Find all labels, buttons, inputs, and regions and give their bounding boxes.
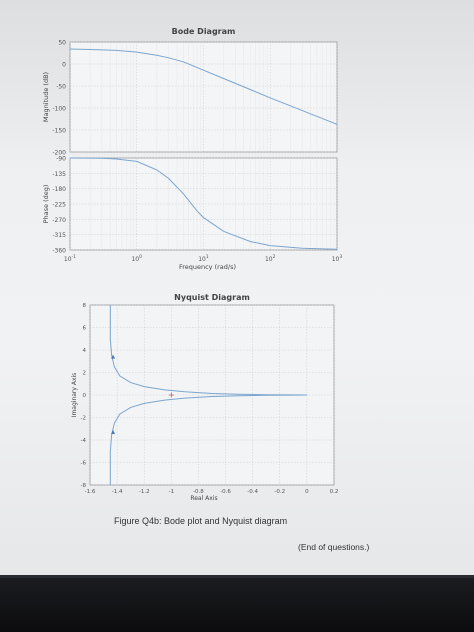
nyquist-ylabel: Imaginary Axis	[71, 373, 78, 418]
nyquist-ytick-label: -8	[81, 483, 87, 489]
bode-series-2-line	[69, 157, 338, 250]
bode-ytick-label: -150	[52, 128, 66, 135]
bode-ylabel: Magnitude (dB)	[42, 72, 50, 122]
bode-xtick-label: 101	[198, 254, 209, 263]
bode-ytick-label: 0	[62, 62, 66, 69]
nyquist-ytick-label: 4	[83, 348, 87, 354]
nyquist-ytick-label: 8	[83, 303, 87, 309]
bode-ytick-label: -90	[56, 156, 66, 163]
nyquist-diagram: Nyquist Diagram -1.6 -1.4 -1.2 -1 -0.8 -0.6 -0.…	[71, 293, 339, 502]
nyquist-xtick-label: -1	[169, 489, 174, 495]
nyquist-xtick-label: -0.8	[193, 489, 204, 495]
bode-ytick-label: -315	[52, 232, 66, 239]
nyquist-ytick-label: 2	[83, 371, 87, 377]
bode-xtick-label: 103	[332, 254, 343, 263]
bode-ytick-label: -135	[52, 171, 66, 178]
nyquist-direction-arrow-upper	[111, 354, 116, 359]
bode-ytick-label: -50	[56, 84, 66, 91]
bode-ytick-label: -180	[52, 186, 66, 193]
nyquist-xtick-label: -1.4	[112, 489, 123, 495]
nyquist-xtick-label: -1.6	[85, 489, 96, 495]
bode-ytick-label: -360	[52, 248, 66, 255]
monitor-bezel	[0, 578, 474, 632]
bode-ytick-label: -100	[52, 106, 66, 113]
nyquist-xtick-label: 0.2	[330, 489, 339, 495]
nyquist-ytick-label: -2	[81, 416, 86, 422]
nyquist-ytick-label: -6	[81, 461, 87, 467]
nyquist-xtick-label: -0.6	[220, 489, 231, 495]
bode-ytick-label: -270	[52, 217, 66, 224]
bode-diagram: Bode Diagram 50 0 -50 -100 -150 -200 Magnitude …	[42, 27, 343, 271]
nyquist-xtick-label: -0.2	[274, 489, 285, 495]
bode-ytick-label: 50	[58, 40, 66, 47]
nyquist-direction-arrow-lower	[111, 430, 116, 434]
figure-caption: Figure Q4b: Bode plot and Nyquist diagra…	[114, 516, 288, 526]
nyquist-ytick-label: -4	[81, 438, 87, 444]
end-note: (End of questions.)	[298, 542, 370, 552]
bode-ytick-label: -225	[52, 202, 66, 209]
bode-ylabel: Phase (deg)	[42, 185, 50, 224]
screen-edge	[0, 575, 474, 580]
bode-ytick-label: -200	[52, 150, 66, 157]
bode-xtick-label: 10-1	[64, 254, 76, 263]
nyquist-xlabel: Real Axis	[190, 495, 217, 502]
bode-xlabel: Frequency (rad/s)	[179, 263, 236, 271]
nyquist-ytick-label: 0	[83, 393, 87, 399]
bode-xtick-label: 100	[131, 254, 142, 263]
nyquist-ytick-label: 6	[83, 326, 87, 332]
nyquist-xtick-label: -1.2	[139, 489, 150, 495]
bode-title: Bode Diagram	[172, 27, 236, 36]
nyquist-xtick-label: -0.4	[247, 489, 258, 495]
bode-series-1-line	[69, 48, 338, 125]
nyquist-xtick-label: 0	[305, 489, 309, 495]
nyquist-title: Nyquist Diagram	[174, 293, 250, 302]
bode-xtick-label: 102	[265, 254, 276, 263]
